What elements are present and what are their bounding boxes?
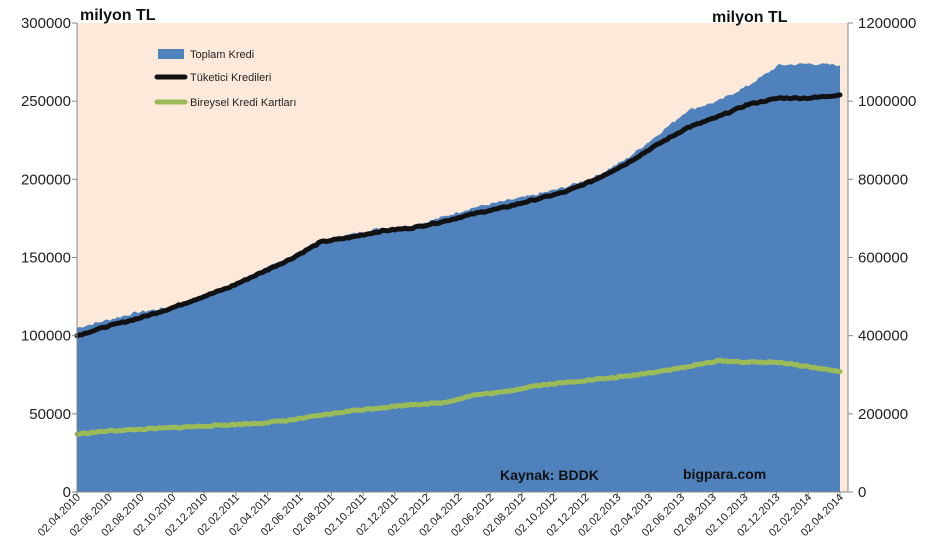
line-series-1: [74, 92, 843, 339]
y-right-tick-label: 0: [858, 484, 866, 501]
line-layer: [74, 92, 843, 437]
y-axis-left: 0 50000 100000 150000 200000 250000 300000: [21, 15, 77, 501]
y-left-tick-label: 150000: [21, 250, 71, 267]
legend: Toplam Kredi Tüketici Kredileri Bireysel…: [154, 49, 296, 109]
y-left-tick-label: 300000: [21, 15, 71, 32]
y-right-tick-label: 1200000: [858, 15, 916, 32]
y-left-tick-label: 200000: [21, 171, 71, 188]
y-left-tick-label: 50000: [29, 406, 71, 423]
area-layer: [77, 63, 840, 492]
x-axis: 02.04.201002.06.201002.08.201002.10.2010…: [36, 492, 846, 539]
legend-label-tuketici: Tüketici Kredileri: [190, 72, 271, 84]
legend-swatch-toplam: [158, 49, 184, 59]
y-right-tick-label: 400000: [858, 328, 908, 345]
line-series-2: [74, 357, 843, 437]
y-right-tick-label: 1000000: [858, 93, 916, 110]
y-right-tick-label: 800000: [858, 171, 908, 188]
unit-label-left: milyon TL: [80, 7, 156, 24]
site-annotation: bigpara.com: [683, 466, 766, 482]
source-annotation: Kaynak: BDDK: [500, 467, 599, 483]
y-right-tick-label: 200000: [858, 406, 908, 423]
area-series-0: [77, 63, 840, 492]
y-left-tick-label: 250000: [21, 93, 71, 110]
legend-label-toplam: Toplam Kredi: [190, 49, 254, 61]
y-axis-right: 0 200000 400000 600000 800000 1000000 1200000: [848, 15, 916, 501]
legend-label-kart: Bireysel Kredi Kartları: [190, 97, 296, 109]
unit-label-right: milyon TL: [712, 9, 788, 26]
y-right-tick-label: 600000: [858, 250, 908, 267]
y-left-tick-label: 100000: [21, 328, 71, 345]
y-left-tick-label: 0: [63, 484, 71, 501]
